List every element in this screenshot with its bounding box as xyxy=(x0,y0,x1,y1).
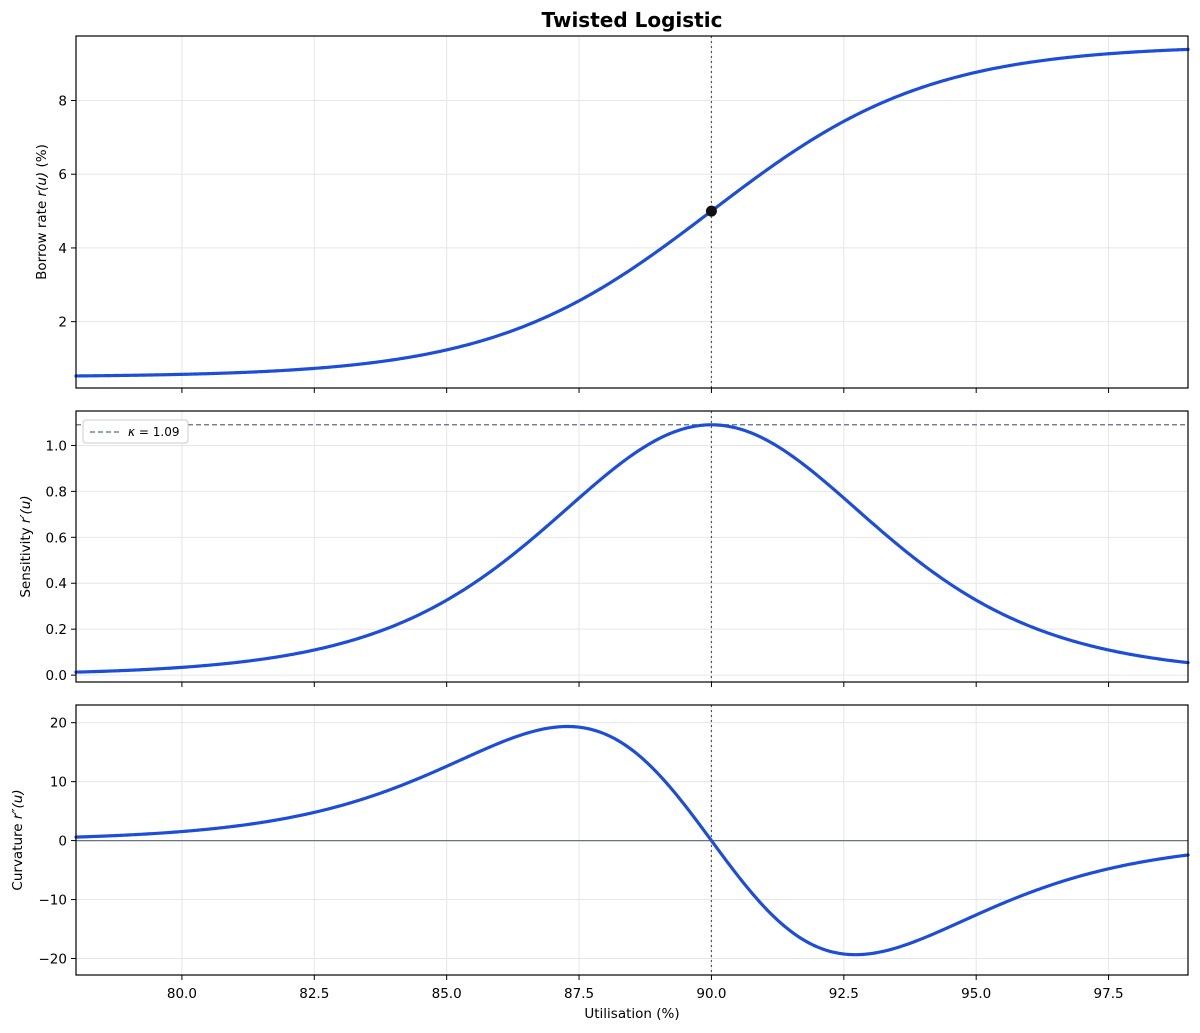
chart-title: Twisted Logistic xyxy=(542,8,723,32)
axes-frame xyxy=(75,410,1189,683)
legend-box xyxy=(82,419,189,444)
y-tick-label: 0.0 xyxy=(46,668,67,684)
y-tick-label: 1.0 xyxy=(46,438,67,454)
y-tick-label: 20 xyxy=(50,716,67,732)
legend: κ = 1.09 xyxy=(82,419,189,444)
y-tick-label: 0.4 xyxy=(46,576,67,592)
x-tick-label: 82.5 xyxy=(299,986,329,1002)
y-tick-label: 0.8 xyxy=(46,484,67,500)
sensitivity-curve xyxy=(74,423,1190,674)
midpoint-marker xyxy=(705,205,717,217)
x-tick-label: 92.5 xyxy=(829,986,859,1002)
panel-sensitivity: 0.0 0.2 0.4 0.6 0.8 1.0 Sensitivity r′(u) κ = 1… xyxy=(18,410,1190,687)
y-tick-label: 8 xyxy=(58,94,67,110)
y-tick-label: −20 xyxy=(39,951,68,967)
x-tick-label: 87.5 xyxy=(564,986,594,1002)
x-tick-label: 80.0 xyxy=(167,986,197,1002)
curvature-curve xyxy=(74,724,1190,957)
y-axis-label: Curvature r″(u) xyxy=(10,789,26,890)
y-tick-label: 6 xyxy=(58,167,67,183)
x-tick-label: 90.0 xyxy=(696,986,726,1002)
axes-frame xyxy=(75,35,1189,389)
panels: 2 4 6 8 Borrow rate r(u) (%) 0.0 0.2 0.4 0.6 0.8 1… xyxy=(10,35,1190,1022)
x-tick-label: 95.0 xyxy=(961,986,991,1002)
axes-frame xyxy=(75,704,1189,976)
rate-curve xyxy=(74,47,1190,378)
panel-rate: 2 4 6 8 Borrow rate r(u) (%) xyxy=(34,35,1190,393)
y-tick-label: 0.6 xyxy=(46,530,67,546)
y-tick-label: −10 xyxy=(39,893,68,909)
y-tick-label: 2 xyxy=(58,315,67,331)
legend-label: κ = 1.09 xyxy=(128,425,179,439)
y-tick-label: 0.2 xyxy=(46,622,67,638)
x-tick-label: 97.5 xyxy=(1094,986,1124,1002)
y-tick-label: 0 xyxy=(58,834,67,850)
x-tick-label: 85.0 xyxy=(432,986,462,1002)
x-axis-label: Utilisation (%) xyxy=(584,1006,679,1022)
y-axis-label: Sensitivity r′(u) xyxy=(18,495,34,597)
y-axis-label: Borrow rate r(u) (%) xyxy=(34,144,50,280)
panel-curvature: −20 −10 0 10 20 80.0 82.5 85.0 87.5 90.0 92.5 95.0 9… xyxy=(10,704,1190,1022)
y-tick-label: 4 xyxy=(58,241,67,257)
y-tick-label: 10 xyxy=(50,775,67,791)
